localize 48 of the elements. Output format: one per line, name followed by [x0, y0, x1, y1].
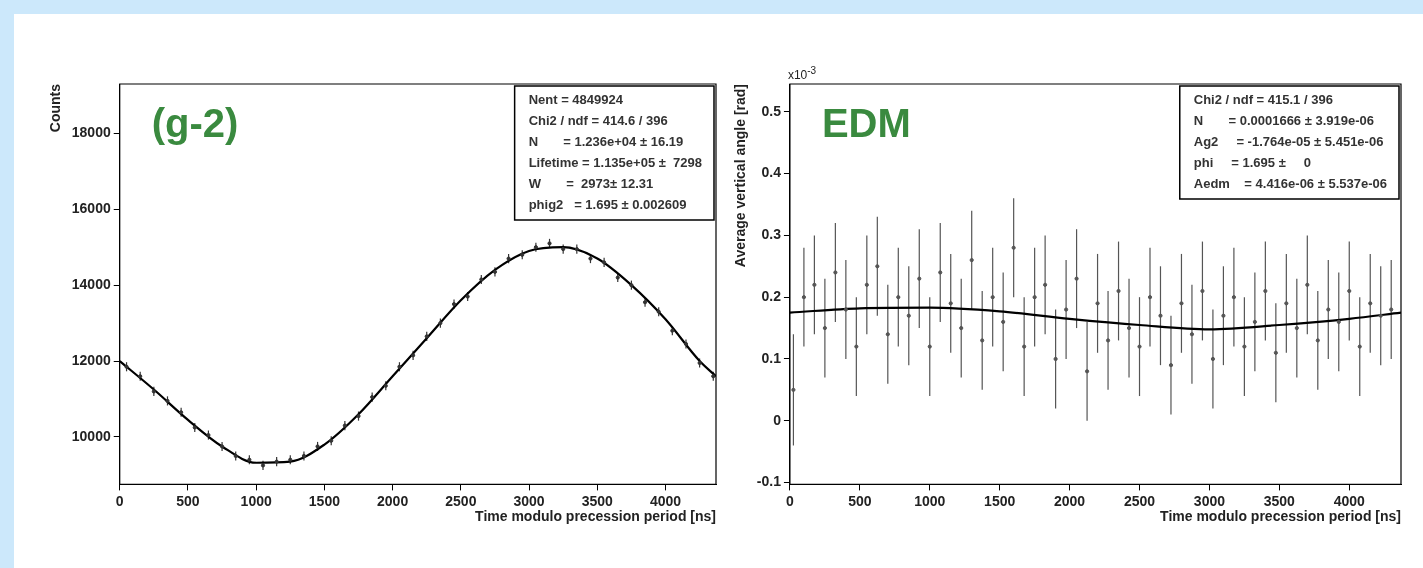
annotation: Ag2 = -1.764e-05 ± 5.451e-06	[1193, 134, 1384, 150]
annotation: Lifetime = 1.135e+05 ± 7298	[528, 155, 703, 171]
x-tick-label: 500	[176, 492, 200, 509]
y-tick-label: 0.2	[761, 288, 782, 305]
x-tick-label: 3500	[1263, 492, 1296, 509]
y-tick-label: 0	[773, 411, 782, 428]
x-axis-title: Time modulo precession period [ns]	[475, 508, 716, 525]
x-tick-label: 2500	[445, 492, 477, 509]
annotation: Nent = 4849924	[528, 92, 624, 108]
y-tick-label: 10000	[71, 427, 111, 444]
x-tick-label: 3500	[581, 492, 614, 509]
x-tick-label: 3000	[1193, 492, 1226, 509]
x-tick-label: 2000	[1054, 492, 1086, 509]
annotation: Chi2 / ndf = 414.6 / 396	[528, 113, 668, 129]
y-tick-label: 18000	[71, 124, 111, 141]
x-tick-label: 1000	[240, 492, 272, 509]
x-tick-label: 4000	[649, 492, 682, 509]
y-axis-title: Counts	[47, 83, 64, 133]
y-tick-label: 0.3	[761, 226, 782, 243]
annotation: N = 0.0001666 ± 3.919e-06	[1193, 113, 1375, 129]
y-tick-label: 0.5	[761, 102, 782, 119]
x-tick-label: 0	[115, 492, 124, 509]
x-axis-title: Time modulo precession period [ns]	[1160, 508, 1401, 525]
chart-subtitle: x10$^{-3}$	[787, 65, 817, 82]
x-tick-label: 1500	[308, 492, 341, 509]
x-tick-label: 2500	[1123, 492, 1156, 509]
x-tick-label: 1000	[914, 492, 946, 509]
y-axis-title: Average vertical angle [rad]	[732, 84, 749, 268]
y-tick-label: 16000	[71, 200, 111, 217]
y-tick-label: 0.4	[761, 164, 782, 181]
x-tick-label: 500	[848, 492, 872, 509]
chart-title: (g-2)	[151, 101, 239, 146]
x-tick-label: 2000	[377, 492, 409, 509]
y-tick-label: -0.1	[756, 473, 782, 490]
annotation: phi = 1.695 ± 0	[1193, 155, 1312, 171]
x-tick-label: 0	[786, 492, 795, 509]
y-tick-label: 0.1	[761, 349, 782, 366]
annotation: Aedm = 4.416e-06 ± 5.537e-06	[1193, 176, 1388, 192]
annotation: Chi2 / ndf = 415.1 / 396	[1193, 92, 1333, 108]
annotation: W = 2973± 12.31	[528, 176, 654, 192]
y-tick-label: 14000	[71, 276, 111, 293]
y-tick-label: 12000	[71, 351, 111, 368]
chart-title: EDM	[821, 101, 911, 146]
annotation: phig2 = 1.695 ± 0.002609	[528, 197, 687, 213]
annotation: N = 1.236e+04 ± 16.19	[528, 134, 684, 150]
x-tick-label: 4000	[1333, 492, 1366, 509]
x-tick-label: 1500	[984, 492, 1016, 509]
x-tick-label: 3000	[513, 492, 545, 509]
